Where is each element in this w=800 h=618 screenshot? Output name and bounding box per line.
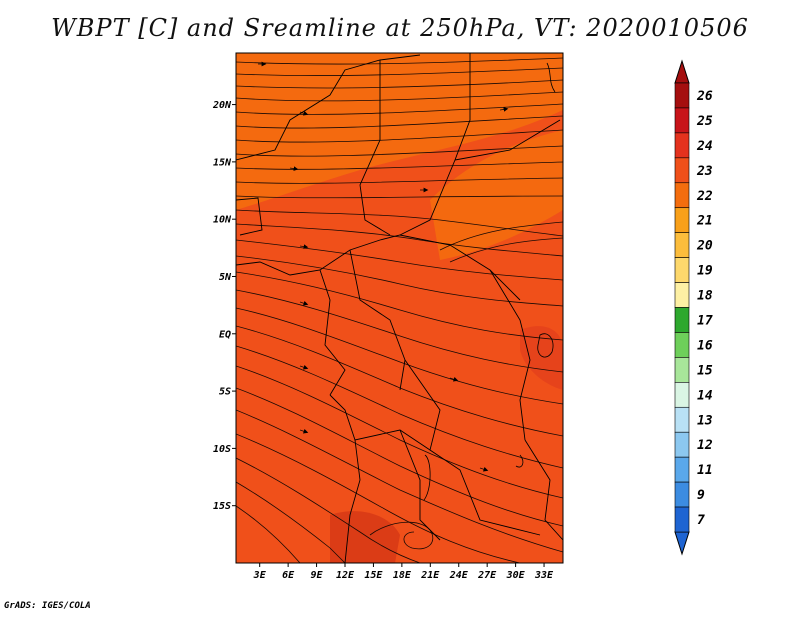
colorbar-swatch <box>674 382 690 408</box>
colorbar-label: 22 <box>696 189 713 204</box>
hot-shading-east <box>520 326 563 390</box>
colorbar-label: 20 <box>696 239 713 254</box>
lon-tick-label: 30E <box>506 570 526 581</box>
map-panel <box>235 52 564 564</box>
colorbar-swatch <box>674 282 690 308</box>
colorbar-label: 26 <box>696 89 713 104</box>
lat-tick-label: 5N <box>219 272 232 283</box>
colorbar-swatch <box>674 332 690 358</box>
colorbar: 26 25 24 23 22 21 20 19 18 17 16 15 14 13 12 11 9 7 <box>674 59 713 556</box>
colorbar-swatch <box>674 431 690 458</box>
colorbar-label: 24 <box>696 139 713 154</box>
grads-credit: GrADS: IGES/COLA <box>4 601 91 611</box>
lon-tick-label: 24E <box>449 570 469 581</box>
lat-tick-label: 15N <box>213 157 232 168</box>
warm-shading-north <box>236 53 563 210</box>
colorbar-swatch <box>674 207 690 233</box>
colorbar-label: 18 <box>697 289 713 304</box>
colorbar-swatch <box>674 257 690 283</box>
colorbar-label: 12 <box>697 438 713 453</box>
lon-tick-label: 9E <box>311 570 324 581</box>
lat-tick-label: 10N <box>213 215 232 226</box>
colorbar-swatch <box>674 506 690 533</box>
colorbar-label: 13 <box>697 413 713 428</box>
colorbar-label: 23 <box>696 164 713 179</box>
colorbar-label: 21 <box>696 214 713 229</box>
lon-tick-label: 6E <box>282 570 295 581</box>
colorbar-top-arrow <box>674 59 690 84</box>
latitude-axis: 20N 15N 10N 5N EQ 5S 10S 15S <box>212 100 236 512</box>
lon-tick-label: 33E <box>534 570 554 581</box>
colorbar-bottom-arrow <box>674 531 690 556</box>
lon-tick-label: 3E <box>253 570 267 581</box>
colorbar-swatch <box>674 357 690 383</box>
lat-tick-label: 20N <box>212 100 232 111</box>
warm-shading-center <box>430 130 563 260</box>
lon-tick-label: 12E <box>336 570 355 581</box>
colorbar-label: 9 <box>697 488 705 503</box>
colorbar-swatch <box>674 481 690 508</box>
colorbar-swatch <box>674 82 690 109</box>
streamline-arrows <box>258 61 509 472</box>
lat-tick-label: EQ <box>219 329 231 340</box>
country-borders <box>236 53 563 563</box>
lon-tick-label: 27E <box>477 570 497 581</box>
colorbar-label: 11 <box>697 463 713 478</box>
colorbar-swatch <box>674 157 690 184</box>
lat-tick-label: 15S <box>213 501 231 512</box>
lon-tick-label: 21E <box>420 570 440 581</box>
colorbar-swatch <box>674 132 690 159</box>
chart-title: WBPT [C] and Sreamline at 250hPa, VT: 20… <box>51 14 749 42</box>
colorbar-label: 19 <box>697 264 713 279</box>
colorbar-label: 7 <box>697 513 705 528</box>
colorbar-swatch <box>674 232 690 258</box>
colorbar-label: 25 <box>696 114 713 129</box>
colorbar-swatch <box>674 107 690 134</box>
longitude-axis: 3E 6E 9E 12E 15E 18E 21E 24E 27E 30E 33E <box>253 563 554 581</box>
colorbar-label: 14 <box>697 388 713 403</box>
map-frame <box>235 52 564 564</box>
colorbar-label: 15 <box>697 363 713 378</box>
lon-tick-label: 18E <box>393 570 412 581</box>
lat-tick-label: 5S <box>219 387 231 398</box>
colorbar-label: 17 <box>697 313 713 328</box>
colorbar-swatch <box>674 456 690 483</box>
colorbar-swatch <box>674 182 690 209</box>
lon-tick-label: 15E <box>364 570 383 581</box>
streamlines <box>236 57 563 563</box>
colorbar-label: 16 <box>697 338 713 353</box>
colorbar-swatch <box>674 406 690 433</box>
coastlines-and-lakes <box>423 62 556 501</box>
colorbar-swatch <box>674 307 690 333</box>
lat-tick-label: 10S <box>213 444 231 455</box>
